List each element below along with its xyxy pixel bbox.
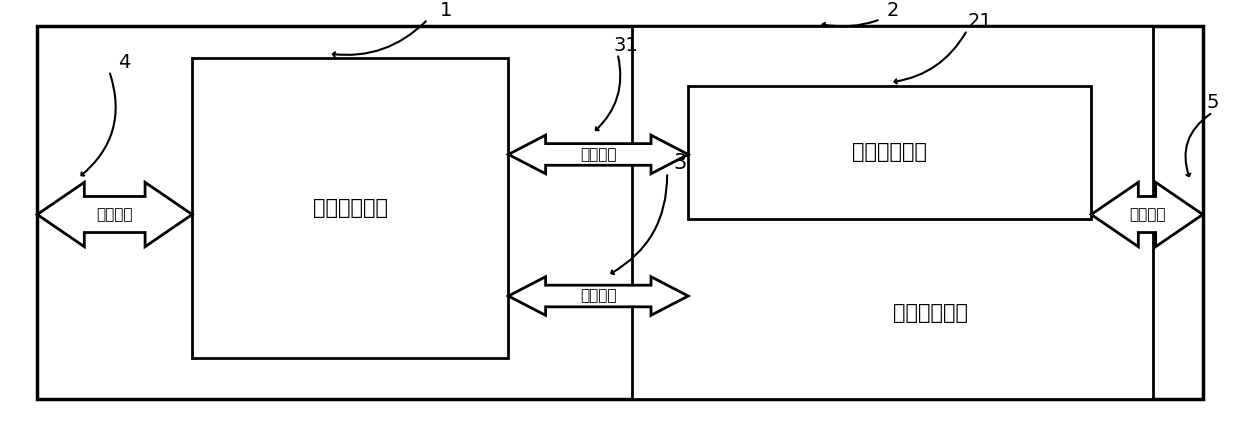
Text: 21: 21 <box>967 12 992 31</box>
Text: 1: 1 <box>440 1 453 20</box>
FancyArrowPatch shape <box>332 21 425 57</box>
Bar <box>37 26 1203 399</box>
Text: 4: 4 <box>118 53 130 72</box>
Bar <box>632 26 1153 399</box>
Polygon shape <box>37 182 192 247</box>
FancyArrowPatch shape <box>894 33 966 84</box>
Text: 软核协处理器: 软核协处理器 <box>852 142 928 162</box>
FancyArrowPatch shape <box>611 175 667 274</box>
Polygon shape <box>1091 182 1203 247</box>
Polygon shape <box>508 277 688 315</box>
Text: 第一接口: 第一接口 <box>580 147 616 162</box>
Bar <box>192 58 508 358</box>
Bar <box>688 86 1091 219</box>
Text: 3: 3 <box>673 153 686 173</box>
Text: 第一总线: 第一总线 <box>580 289 616 303</box>
FancyArrowPatch shape <box>82 73 115 175</box>
FancyArrowPatch shape <box>822 20 878 27</box>
Text: 第二端口: 第二端口 <box>1128 207 1166 222</box>
Text: 5: 5 <box>1207 94 1219 112</box>
FancyArrowPatch shape <box>1185 114 1210 176</box>
Text: 第二处理模块: 第二处理模块 <box>893 303 967 323</box>
Text: 第一处理模块: 第一处理模块 <box>312 198 388 218</box>
Text: 31: 31 <box>614 36 639 54</box>
FancyArrowPatch shape <box>596 56 620 130</box>
Text: 第一端口: 第一端口 <box>97 207 133 222</box>
Text: 2: 2 <box>887 1 899 20</box>
Polygon shape <box>508 135 688 174</box>
